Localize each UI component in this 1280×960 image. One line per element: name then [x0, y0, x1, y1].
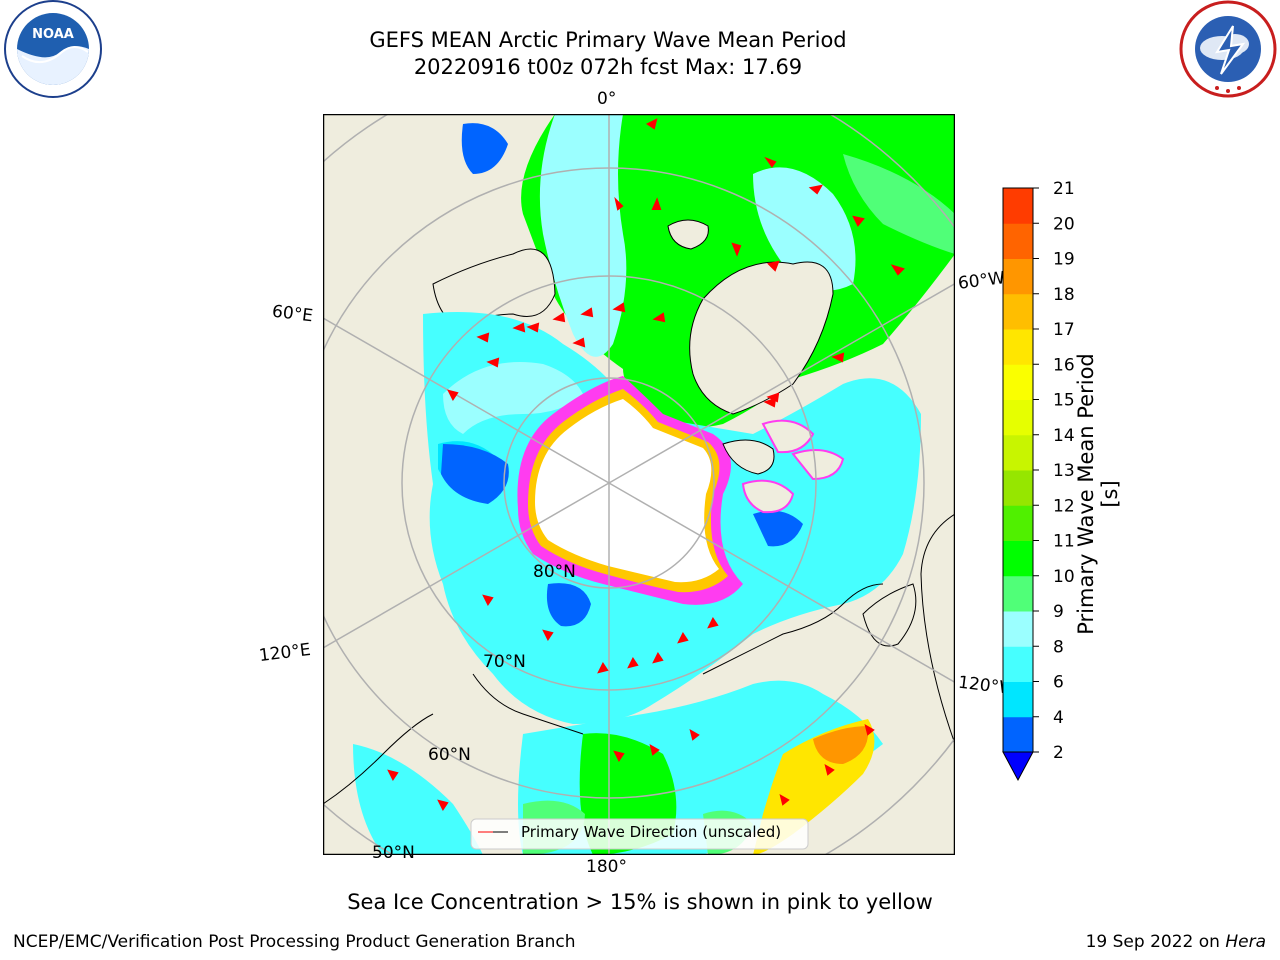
legend-label: Primary Wave Direction (unscaled) [521, 823, 781, 841]
colorbar-tick-label: 4 [1053, 708, 1064, 728]
colorbar-segment [1003, 293, 1033, 330]
colorbar-tick-label: 11 [1053, 532, 1075, 552]
colorbar-segment [1003, 329, 1033, 365]
colorbar-tick-label: 10 [1053, 567, 1075, 587]
colorbar-tick-label: 20 [1053, 214, 1075, 234]
lat-70-label: 70°N [483, 652, 526, 672]
lat-80-label: 80°N [533, 562, 576, 582]
map-title-line1: GEFS MEAN Arctic Primary Wave Mean Perio… [369, 28, 847, 52]
date-value: 19 Sep 2022 on [1085, 932, 1220, 952]
colorbar-segment [1003, 505, 1033, 541]
lon-180-label: 180° [586, 857, 627, 877]
colorbar-tick-label: 6 [1053, 673, 1064, 693]
machine-name: Hera [1225, 932, 1266, 952]
map-legend: Primary Wave Direction (unscaled) [470, 818, 809, 850]
colorbar-segment [1003, 575, 1033, 612]
lat-60-label: 60°N [428, 745, 471, 765]
colorbar-tick-label: 2 [1053, 743, 1064, 763]
colorbar-tick-label: 18 [1053, 285, 1075, 305]
colorbar-segment [1003, 188, 1033, 224]
colorbar-tick-label: 13 [1053, 461, 1075, 481]
colorbar-segment [1003, 399, 1033, 436]
noaa-logo-text: NOAA [32, 27, 74, 42]
lon-60e-label: 60°E [270, 301, 314, 327]
noaa-logo: NOAA [4, 0, 102, 98]
arctic-map: Primary Wave Direction (unscaled) [323, 114, 955, 855]
colorbar-tick-label: 14 [1053, 426, 1075, 446]
lon-120e-label: 120°E [257, 639, 312, 667]
colorbar-extend-triangle [1002, 751, 1034, 782]
colorbar-segment [1003, 223, 1033, 259]
colorbar-segment [1003, 540, 1033, 577]
nws-logo [1179, 0, 1277, 98]
colorbar-segment [1003, 434, 1033, 471]
colorbar-tick-label: 19 [1053, 250, 1075, 270]
colorbar-segment [1003, 470, 1033, 506]
colorbar-label: Primary Wave Mean Period [s] [1074, 353, 1122, 635]
colorbar-tick-label: 15 [1053, 391, 1075, 411]
colorbar-tick-label: 12 [1053, 496, 1075, 516]
credit-text: NCEP/EMC/Verification Post Processing Pr… [13, 932, 576, 952]
colorbar-segment [1003, 258, 1033, 295]
colorbar-segment [1003, 611, 1033, 647]
date-text: 19 Sep 2022 on Hera [1086, 932, 1266, 952]
map-title-line2: 20220916 t00z 072h fcst Max: 17.69 [413, 55, 803, 79]
lat-50-label: 50°N [372, 843, 415, 863]
colorbar-tick-label: 9 [1053, 602, 1064, 622]
colorbar-tick-label: 17 [1053, 320, 1075, 340]
colorbar-segment [1003, 716, 1033, 753]
colorbar: 2 4 6 8 9 10 11 12 13 14 15 16 17 18 19 20 21 [1002, 180, 1075, 782]
colorbar-segment [1003, 646, 1033, 682]
colorbar-tick-label: 8 [1053, 637, 1064, 657]
sea-ice-note: Sea Ice Concentration > 15% is shown in … [347, 890, 933, 914]
colorbar-tick-label: 21 [1053, 180, 1075, 199]
colorbar-tick-label: 16 [1053, 355, 1075, 375]
lon-0-label: 0° [597, 89, 617, 109]
colorbar-segment [1003, 364, 1033, 400]
colorbar-segment [1003, 681, 1033, 718]
